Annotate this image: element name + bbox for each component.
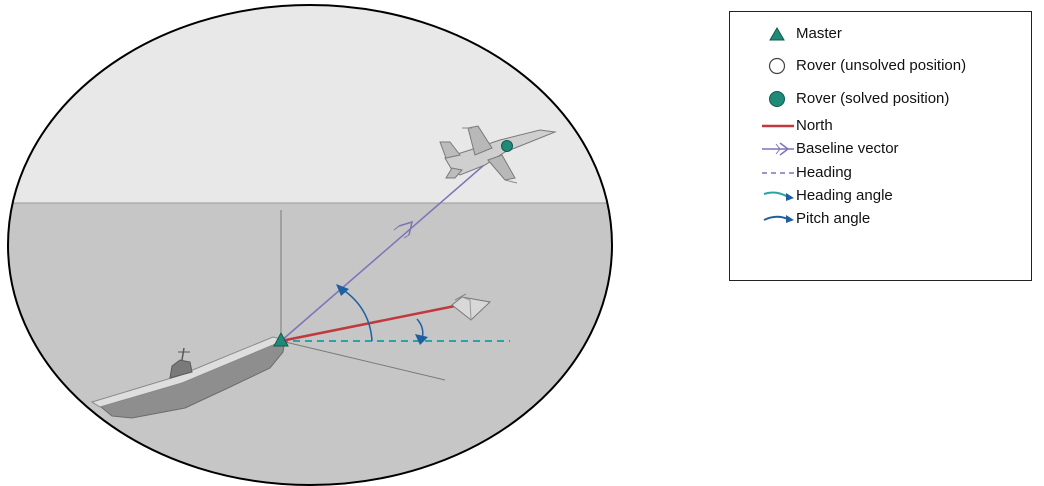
arrow-line-icon [762, 142, 794, 156]
legend-item-heading-angle: Heading angle [762, 185, 893, 207]
dashed-line-icon [762, 172, 795, 174]
ground-axis [280, 340, 446, 381]
baseline-arrow-tail-b [403, 234, 410, 239]
curved-arrow-icon [763, 215, 794, 223]
legend-item-pitch-angle: Pitch angle [762, 208, 870, 230]
legend-label-rover-unsolved: Rover (unsolved position) [796, 57, 967, 74]
legend-label-heading-angle: Heading angle [796, 187, 893, 204]
heading-angle-arrowhead [415, 334, 428, 345]
legend-item-baseline: Baseline vector [762, 138, 899, 160]
legend-label-pitch-angle: Pitch angle [796, 210, 871, 227]
scene-oval-border [7, 4, 613, 486]
red-line-icon [762, 124, 794, 128]
legend-item-rover-unsolved: Rover (unsolved position) [762, 55, 966, 77]
scene-diagram [7, 4, 613, 486]
north-line [280, 304, 456, 343]
empty-circle-icon [768, 57, 786, 75]
master-marker [273, 331, 289, 347]
legend-label-rover-solved: Rover (solved position) [796, 90, 950, 107]
small-aircraft-icon [451, 293, 492, 321]
curved-arrow-icon [763, 191, 794, 201]
baseline-vector [280, 145, 507, 342]
jet-aircraft-icon [439, 125, 557, 184]
pitch-angle-arrowhead [336, 284, 349, 296]
sky-region [8, 5, 612, 203]
filled-circle-icon [769, 91, 785, 107]
legend: Master Rover (unsolved position) Rover (… [729, 11, 1032, 281]
legend-item-heading: Heading [762, 162, 852, 184]
legend-item-rover-solved: Rover (solved position) [762, 88, 949, 110]
legend-label-master: Master [796, 25, 842, 42]
legend-item-master: Master [762, 23, 842, 45]
baseline-arrow-tail-a [393, 225, 400, 231]
baseline-arrowhead [398, 220, 414, 236]
pitch-angle-arc [341, 288, 373, 342]
legend-item-north: North [762, 115, 833, 137]
legend-label-heading: Heading [796, 164, 852, 181]
aircraft-carrier-icon [90, 336, 287, 419]
legend-label-baseline: Baseline vector [796, 140, 899, 157]
rover-solved-marker [501, 140, 513, 152]
legend-label-north: North [796, 117, 833, 134]
triangle-icon [769, 27, 785, 41]
